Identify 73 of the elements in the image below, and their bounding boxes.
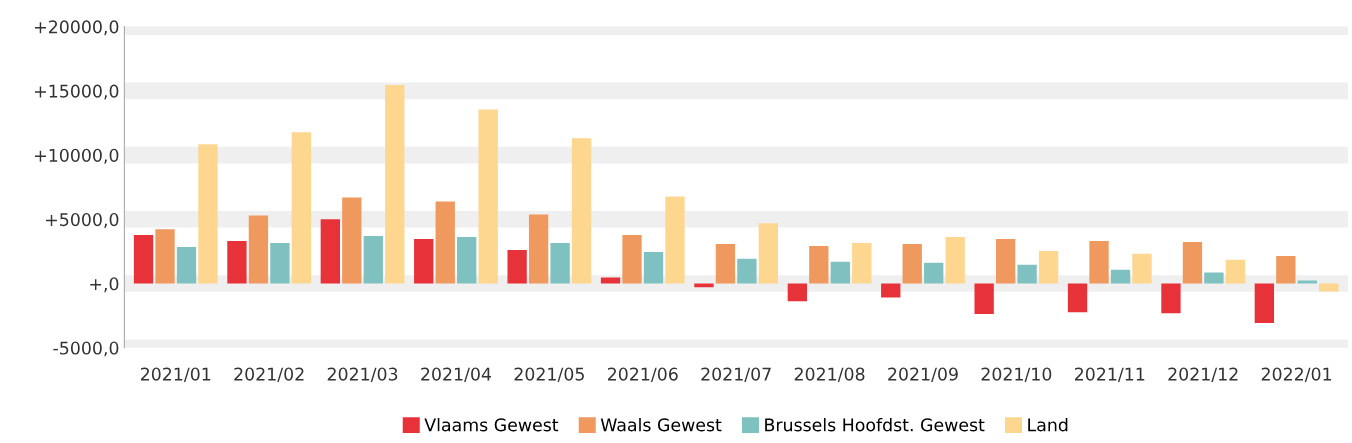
- bar: [945, 237, 965, 284]
- bar: [507, 250, 527, 284]
- bar: [385, 84, 405, 284]
- bar: [478, 109, 498, 284]
- bar: [363, 235, 383, 284]
- bar: [550, 243, 570, 284]
- bar: [600, 277, 621, 284]
- x-tick-label: 2021/08: [794, 367, 865, 382]
- bar: [248, 215, 269, 284]
- bar: [457, 237, 477, 284]
- x-tick-label: 2021/09: [888, 367, 958, 382]
- bar: [1110, 269, 1131, 284]
- bar: [342, 197, 362, 284]
- y-tick-label: +,0: [90, 277, 119, 293]
- bar: [176, 246, 197, 284]
- y-tick-label: +5000,0: [46, 213, 119, 228]
- bar: [995, 239, 1016, 284]
- bar: [1276, 255, 1296, 284]
- y-tick-label: -5000,0: [53, 341, 119, 357]
- bar: [809, 246, 829, 284]
- x-tick-label: 2021/04: [421, 367, 492, 382]
- bar: [737, 258, 757, 284]
- y-tick-label: +10000,0: [35, 148, 119, 164]
- bar: [924, 262, 944, 284]
- x-tick-label: 2022/01: [1261, 367, 1332, 382]
- bar: [1204, 272, 1224, 284]
- legend-label: Vlaams Gewest: [424, 417, 559, 432]
- x-tick-label: 2021/05: [514, 367, 584, 382]
- bar: [227, 241, 247, 284]
- bar: [1067, 283, 1088, 313]
- x-tick-label: 2021/06: [607, 367, 678, 382]
- bar: [1161, 283, 1181, 314]
- bar: [881, 283, 901, 298]
- bar: [435, 201, 455, 284]
- bar: [1297, 280, 1317, 284]
- y-tick-label: +20000,0: [35, 20, 119, 36]
- bar: [320, 219, 340, 284]
- legend-label: Waals Gewest: [600, 417, 722, 432]
- x-tick-label: 2021/10: [981, 367, 1052, 382]
- bar: [974, 283, 994, 315]
- bar: [758, 223, 779, 284]
- bar: [155, 229, 175, 284]
- bar: [1254, 283, 1275, 324]
- bar: [1017, 264, 1037, 284]
- bar: [643, 251, 664, 284]
- bar: [1089, 241, 1109, 284]
- bar: [852, 243, 872, 284]
- bar: [1038, 250, 1059, 284]
- bar: [902, 243, 922, 284]
- x-tick-label: 2021/12: [1168, 367, 1238, 382]
- bar: [1182, 242, 1203, 284]
- legend-label: Land: [1028, 417, 1068, 432]
- x-tick-label: 2021/01: [140, 367, 211, 382]
- bar: [830, 261, 850, 284]
- x-tick-label: 2021/07: [701, 367, 771, 382]
- bar: [665, 196, 685, 284]
- bar: [622, 235, 642, 284]
- bar: [715, 243, 736, 284]
- x-tick-label: 2021/02: [234, 367, 304, 382]
- bar: [414, 239, 434, 284]
- y-tick-label: +15000,0: [35, 84, 119, 100]
- x-tick-label: 2021/11: [1074, 367, 1145, 382]
- legend-label: Brussels Hoofdst. Gewest: [765, 417, 985, 432]
- bar: [291, 132, 312, 284]
- bar: [571, 138, 592, 284]
- bar: [133, 235, 154, 284]
- bar: [528, 214, 549, 284]
- x-tick-label: 2021/03: [327, 367, 398, 382]
- bar: [787, 283, 808, 302]
- bar: [270, 243, 290, 284]
- bar: [198, 144, 218, 284]
- bar: [1132, 253, 1152, 284]
- bar: [1225, 259, 1246, 284]
